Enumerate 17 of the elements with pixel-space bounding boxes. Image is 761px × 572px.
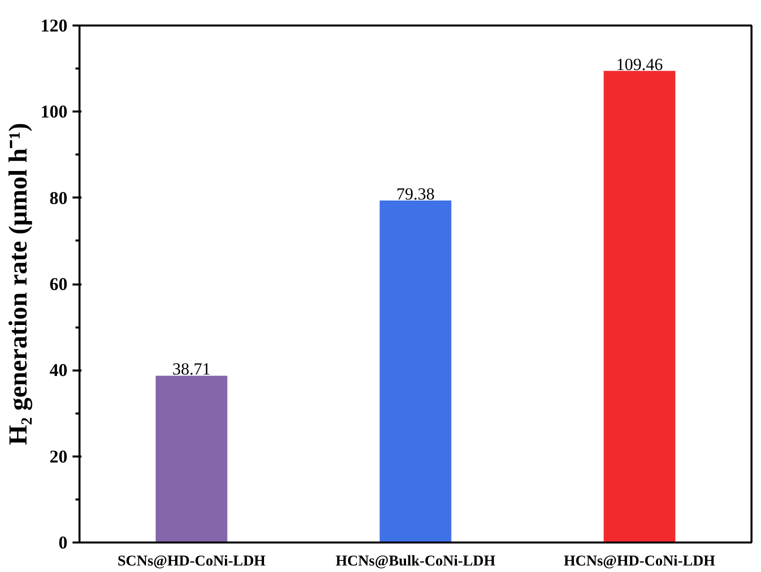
y-axis-title: H₂ generation rate (μmol h⁻¹) <box>4 122 32 446</box>
x-tick-label: SCNs@HD-CoNi-LDH <box>117 554 266 570</box>
x-tick-label: HCNs@HD-CoNi-LDH <box>564 554 716 570</box>
data-label: 79.38 <box>396 184 435 204</box>
data-label: 38.71 <box>172 360 211 379</box>
data-label: 109.46 <box>616 54 663 74</box>
bar <box>380 200 452 542</box>
y-tick-label: 40 <box>50 360 68 380</box>
x-tick-label: HCNs@Bulk-CoNi-LDH <box>336 554 496 570</box>
bar <box>604 70 676 542</box>
y-tick-label: 100 <box>40 102 68 122</box>
y-tick-label: 20 <box>50 446 68 466</box>
bar <box>156 376 228 542</box>
y-tick-label: 0 <box>58 532 68 552</box>
y-tick-label: 60 <box>50 274 68 294</box>
y-tick-label: 80 <box>50 188 68 208</box>
y-tick-label: 120 <box>40 16 68 36</box>
